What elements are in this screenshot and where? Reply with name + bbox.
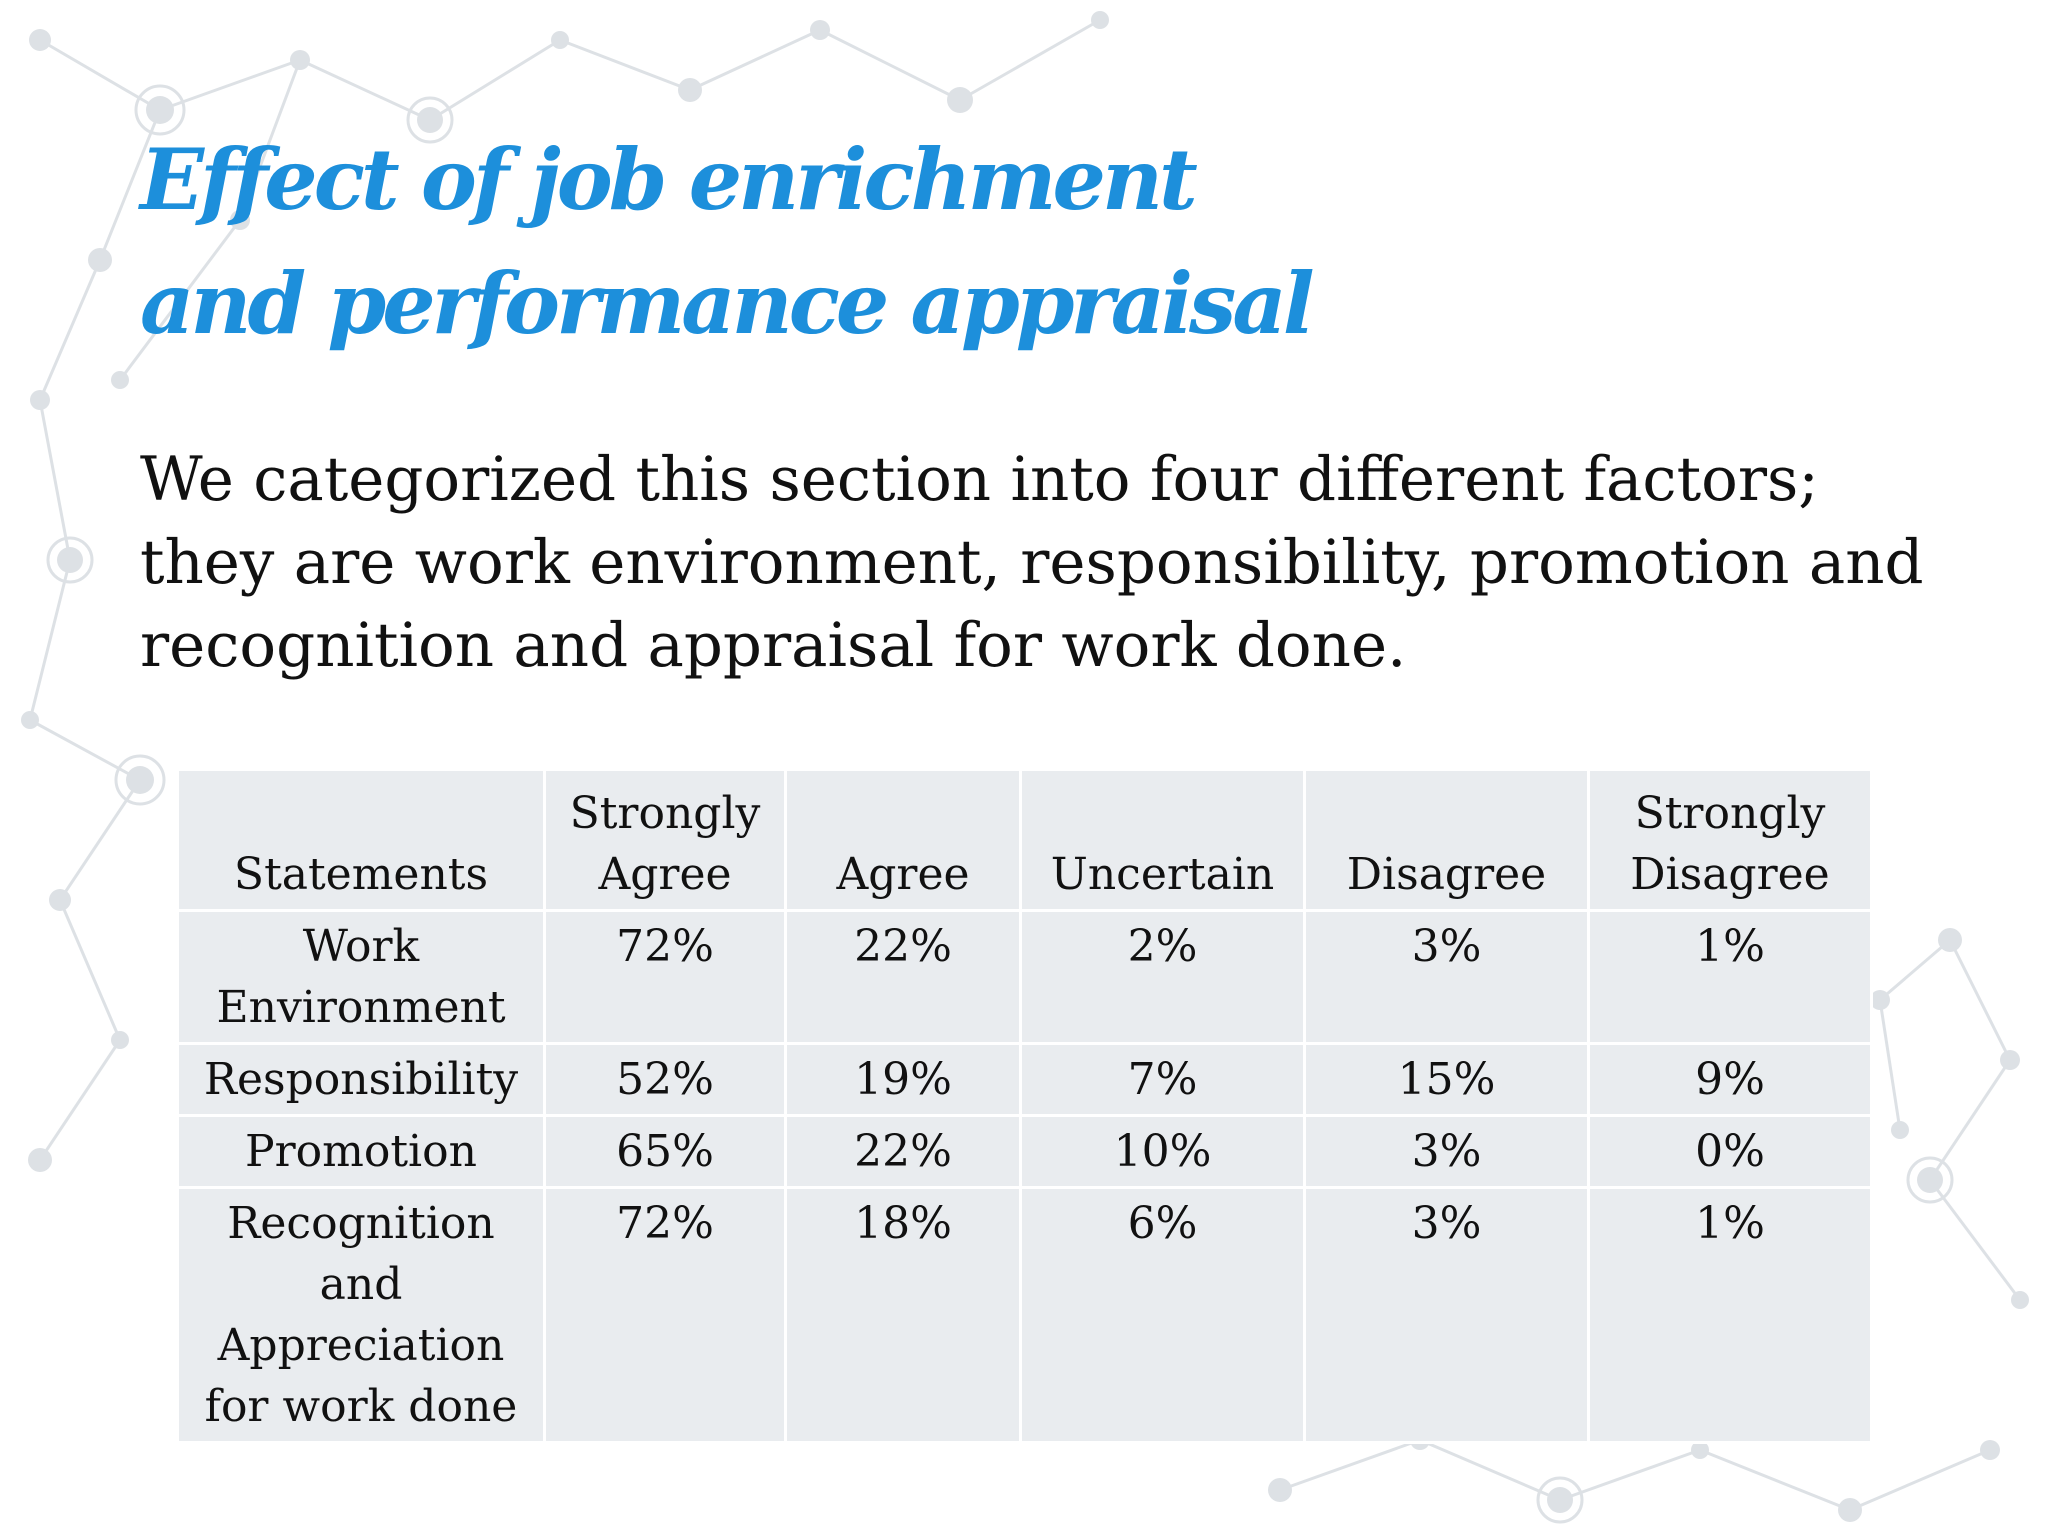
header-disagree: Disagree — [1306, 771, 1587, 909]
value-cell: 3% — [1306, 1117, 1587, 1186]
slide-body-text: We categorized this section into four di… — [140, 444, 1924, 681]
value-cell: 72% — [546, 912, 784, 1042]
statement-cell: Promotion — [179, 1117, 543, 1186]
value-cell: 18% — [787, 1189, 1019, 1441]
value-cell: 22% — [787, 912, 1019, 1042]
value-cell: 19% — [787, 1045, 1019, 1114]
slide-title: Effect of job enrichment and performance… — [140, 130, 1315, 353]
header-strongly-disagree: Strongly Disagree — [1590, 771, 1870, 909]
statement-cell: Recognition and Appreciation for work do… — [179, 1189, 543, 1441]
table-row: Promotion 65% 22% 10% 3% 0% — [179, 1117, 1870, 1186]
value-cell: 3% — [1306, 912, 1587, 1042]
statement-cell: Responsibility — [179, 1045, 543, 1114]
header-strongly-agree: Strongly Agree — [546, 771, 784, 909]
header-statements: Statements — [179, 771, 543, 909]
table-row: Recognition and Appreciation for work do… — [179, 1189, 1870, 1441]
value-cell: 7% — [1022, 1045, 1303, 1114]
value-cell: 10% — [1022, 1117, 1303, 1186]
value-cell: 65% — [546, 1117, 784, 1186]
statement-cell: Work Environment — [179, 912, 543, 1042]
value-cell: 22% — [787, 1117, 1019, 1186]
table-row: Work Environment 72% 22% 2% 3% 1% — [179, 912, 1870, 1042]
table-header-row: Statements Strongly Agree Agree Uncertai… — [179, 771, 1870, 909]
value-cell: 9% — [1590, 1045, 1870, 1114]
value-cell: 72% — [546, 1189, 784, 1441]
value-cell: 3% — [1306, 1189, 1587, 1441]
value-cell: 52% — [546, 1045, 784, 1114]
header-uncertain: Uncertain — [1022, 771, 1303, 909]
value-cell: 0% — [1590, 1117, 1870, 1186]
value-cell: 6% — [1022, 1189, 1303, 1441]
survey-results-table: Statements Strongly Agree Agree Uncertai… — [176, 768, 1873, 1444]
value-cell: 1% — [1590, 912, 1870, 1042]
value-cell: 2% — [1022, 912, 1303, 1042]
value-cell: 1% — [1590, 1189, 1870, 1441]
table-row: Responsibility 52% 19% 7% 15% 9% — [179, 1045, 1870, 1114]
value-cell: 15% — [1306, 1045, 1587, 1114]
header-agree: Agree — [787, 771, 1019, 909]
